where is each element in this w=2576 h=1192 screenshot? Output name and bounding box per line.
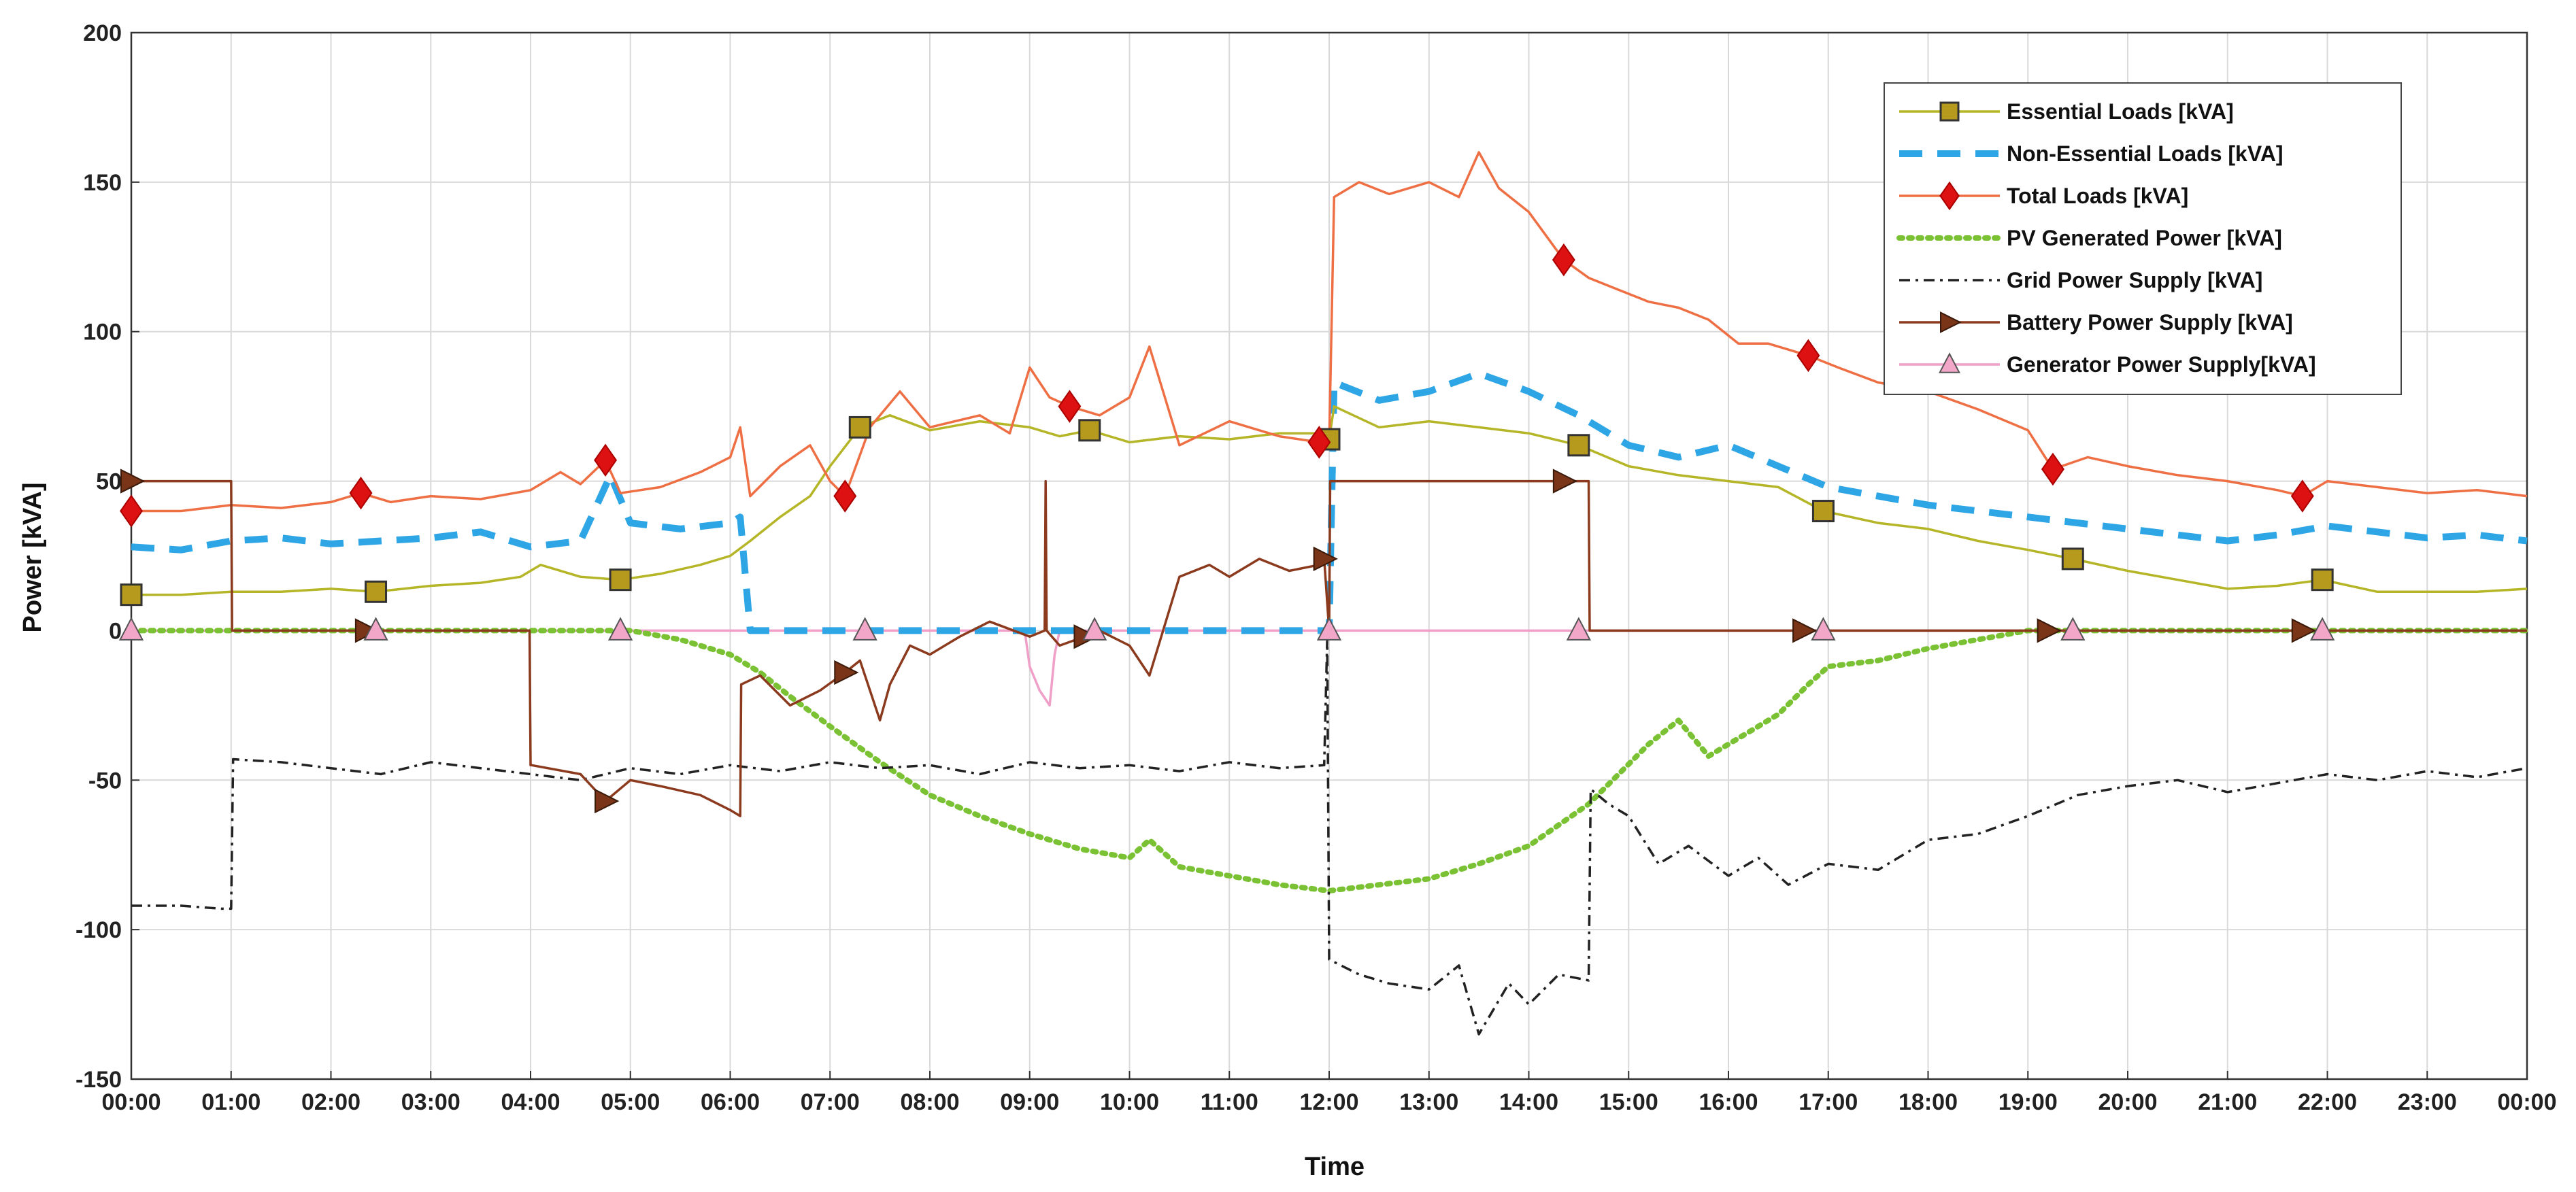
y-tick-label: 200 xyxy=(83,20,122,46)
series-line-generator-power-supply-kva xyxy=(131,629,2527,707)
x-tick-label: 22:00 xyxy=(2298,1089,2357,1115)
legend-marker-battery-power-supply-kva xyxy=(1940,311,1962,333)
marker-battery-power-supply-kva xyxy=(595,788,620,814)
x-tick-label: 12:00 xyxy=(1300,1089,1359,1115)
marker-generator-power-supply-kva xyxy=(1566,617,1592,641)
marker-generator-power-supply-kva xyxy=(1316,617,1342,641)
marker-battery-power-supply-kva xyxy=(1552,469,1578,494)
legend-label-pv-generated-power-kva: PV Generated Power [kVA] xyxy=(2007,226,2282,250)
marker-total-loads-kva xyxy=(833,479,857,513)
legend-label-non-essential-loads-kva: Non-Essential Loads [kVA] xyxy=(2007,141,2284,166)
marker-generator-power-supply-kva xyxy=(607,617,633,641)
marker-total-loads-kva xyxy=(1796,339,1820,373)
marker-essential-loads-kva xyxy=(1567,434,1590,457)
marker-total-loads-kva xyxy=(1307,426,1331,459)
series-line-essential-loads-kva xyxy=(131,405,2528,596)
legend-marker-essential-loads-kva xyxy=(1939,101,1960,122)
x-tick-label: 14:00 xyxy=(1499,1089,1558,1115)
x-tick-label: 18:00 xyxy=(1898,1089,1958,1115)
x-tick-label: 05:00 xyxy=(601,1089,660,1115)
legend-marker-total-loads-kva xyxy=(1939,181,1960,211)
marker-total-loads-kva xyxy=(1552,243,1575,277)
x-tick-label: 01:00 xyxy=(201,1089,261,1115)
plot-frame xyxy=(130,31,2528,1080)
marker-essential-loads-kva xyxy=(120,583,143,607)
y-tick-label: 100 xyxy=(83,320,122,345)
x-tick-label: 07:00 xyxy=(801,1089,860,1115)
marker-battery-power-supply-kva xyxy=(1792,618,1818,643)
marker-battery-power-supply-kva xyxy=(2291,618,2317,643)
y-tick-label: -50 xyxy=(88,768,122,794)
series-line-non-essential-loads-kva xyxy=(131,370,2528,634)
x-tick-label: 11:00 xyxy=(1201,1089,1258,1115)
series-layer xyxy=(129,151,2530,1036)
x-tick-label: 04:00 xyxy=(501,1089,561,1115)
x-tick-label: 06:00 xyxy=(701,1089,760,1115)
marker-total-loads-kva xyxy=(120,494,143,528)
marker-total-loads-kva xyxy=(349,476,373,510)
marker-essential-loads-kva xyxy=(1078,419,1101,442)
marker-generator-power-supply-kva xyxy=(2310,617,2335,641)
marker-total-loads-kva xyxy=(2041,452,2064,486)
marker-total-loads-kva xyxy=(1058,390,1082,423)
x-tick-label: 13:00 xyxy=(1399,1089,1458,1115)
legend-label-essential-loads-kva: Essential Loads [kVA] xyxy=(2007,99,2234,124)
legend-label-generator-power-supply-kva: Generator Power Supply[kVA] xyxy=(2007,352,2316,377)
marker-total-loads-kva xyxy=(594,443,618,477)
x-tick-label: 02:00 xyxy=(301,1089,361,1115)
x-tick-label: 16:00 xyxy=(1699,1089,1758,1115)
x-tick-label: 00:00 xyxy=(2498,1089,2557,1115)
marker-generator-power-supply-kva xyxy=(1811,617,1836,641)
marker-battery-power-supply-kva xyxy=(834,660,859,685)
marker-battery-power-supply-kva xyxy=(120,469,146,494)
marker-generator-power-supply-kva xyxy=(2060,617,2086,641)
legend-label-battery-power-supply-kva: Battery Power Supply [kVA] xyxy=(2007,310,2293,335)
marker-essential-loads-kva xyxy=(2061,547,2084,571)
legend-label-grid-power-supply-kva: Grid Power Supply [kVA] xyxy=(2007,268,2262,292)
marker-generator-power-supply-kva xyxy=(118,617,144,641)
y-tick-label: 50 xyxy=(96,469,122,495)
marker-generator-power-supply-kva xyxy=(852,617,877,641)
marker-essential-loads-kva xyxy=(1811,500,1835,523)
x-tick-label: 20:00 xyxy=(2098,1089,2158,1115)
x-tick-label: 08:00 xyxy=(901,1089,960,1115)
y-tick-label: 0 xyxy=(109,618,122,644)
marker-essential-loads-kva xyxy=(2311,568,2334,592)
legend-label-total-loads-kva: Total Loads [kVA] xyxy=(2007,184,2188,208)
series-line-battery-power-supply-kva xyxy=(131,479,2527,817)
x-tick-label: 23:00 xyxy=(2398,1089,2457,1115)
marker-battery-power-supply-kva xyxy=(1313,546,1338,572)
x-tick-label: 21:00 xyxy=(2198,1089,2257,1115)
x-tick-label: 15:00 xyxy=(1599,1089,1658,1115)
marker-essential-loads-kva xyxy=(848,415,871,439)
series-line-grid-power-supply-kva xyxy=(131,638,2528,1036)
marker-layer xyxy=(118,243,2335,814)
y-axis-title: Power [kVA] xyxy=(18,482,47,632)
series-line-pv-generated-power-kva xyxy=(129,628,2530,893)
y-tick-label: 150 xyxy=(83,170,122,196)
marker-total-loads-kva xyxy=(2290,479,2314,513)
legend-marker-generator-power-supply-kva xyxy=(1939,352,1960,373)
marker-generator-power-supply-kva xyxy=(1082,617,1107,641)
x-tick-label: 17:00 xyxy=(1799,1089,1858,1115)
x-tick-label: 09:00 xyxy=(1000,1089,1059,1115)
marker-essential-loads-kva xyxy=(609,568,632,592)
x-tick-label: 00:00 xyxy=(102,1089,161,1115)
x-tick-label: 03:00 xyxy=(401,1089,461,1115)
axis-layer: 00:00 01:00 02:00 03:00 04:00 05:00 06:00 07:00… xyxy=(76,20,2557,1115)
marker-essential-loads-kva xyxy=(365,580,388,603)
x-tick-label: 19:00 xyxy=(1998,1089,2058,1115)
y-tick-label: -100 xyxy=(76,917,122,943)
x-axis-title: Time xyxy=(1305,1153,1365,1181)
x-tick-label: 10:00 xyxy=(1100,1089,1159,1115)
marker-battery-power-supply-kva xyxy=(2037,618,2062,643)
y-tick-label: -150 xyxy=(76,1067,122,1093)
marker-generator-power-supply-kva xyxy=(363,617,388,641)
legend: Essential Loads [kVA] Non-Essential Loads… xyxy=(1884,82,2402,395)
